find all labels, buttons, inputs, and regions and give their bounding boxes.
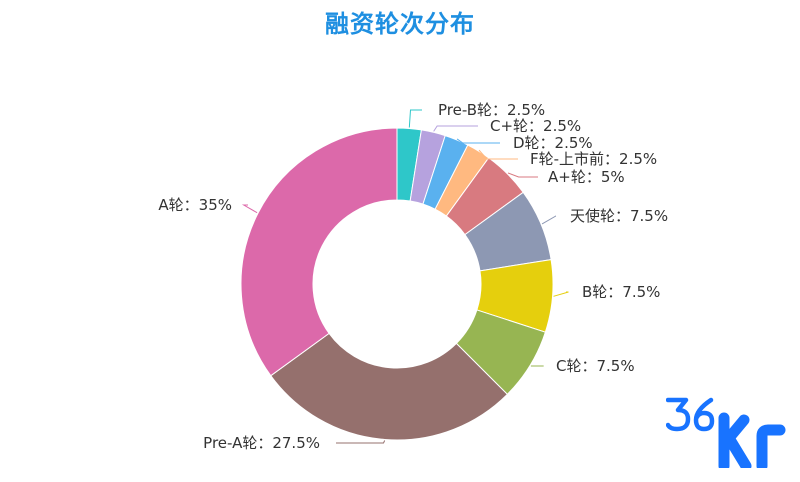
slice-label-2: D轮：2.5% [513, 134, 593, 152]
slice-label-4: A+轮：5% [548, 168, 625, 186]
slice-8[interactable] [270, 332, 509, 441]
leader-line-5 [541, 215, 557, 225]
slice-label-6: B轮：7.5% [582, 283, 660, 301]
leader-line-4 [507, 172, 538, 178]
slice-label-3: F轮-上市前：2.5% [530, 150, 657, 168]
leader-line-2 [456, 138, 500, 144]
chart-title: 融资轮次分布 [325, 10, 475, 38]
leader-line-1 [433, 125, 478, 132]
slice-label-7: C轮：7.5% [556, 357, 635, 375]
slice-label-5: 天使轮：7.5% [570, 207, 668, 225]
leader-line-8 [336, 440, 386, 444]
leader-line-0 [408, 109, 422, 128]
donut-slices [240, 127, 554, 441]
slice-9[interactable] [240, 127, 398, 377]
slice-labels: Pre-B轮：2.5%C+轮：2.5%D轮：2.5%F轮-上市前：2.5%A+轮… [158, 101, 668, 452]
36kr-logo [666, 397, 786, 468]
leader-line-3 [478, 149, 518, 160]
leader-line-9 [241, 204, 258, 214]
slice-label-1: C+轮：2.5% [490, 117, 581, 135]
slice-label-8: Pre-A轮：27.5% [203, 434, 320, 452]
slice-label-9: A轮：35% [158, 196, 232, 214]
logo-mark [666, 397, 786, 468]
leader-line-6 [553, 291, 569, 297]
slice-label-0: Pre-B轮：2.5% [438, 101, 545, 119]
